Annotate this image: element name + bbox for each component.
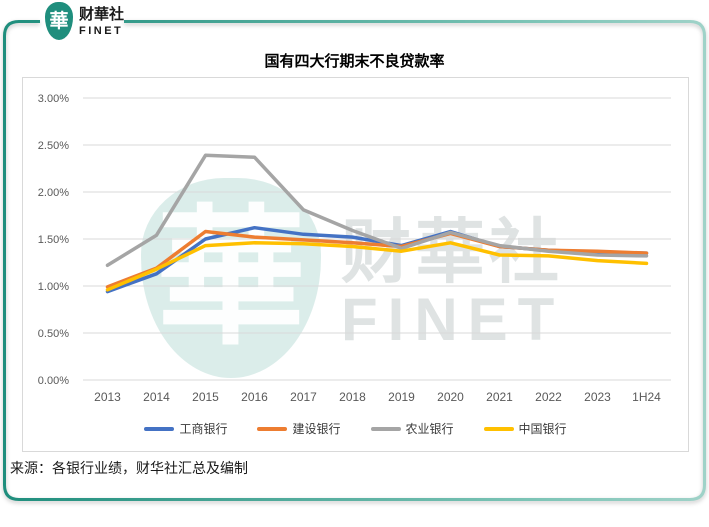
y-tick-label: 2.50% — [38, 140, 69, 152]
x-tick-label: 2019 — [388, 390, 415, 404]
y-tick-label: 1.50% — [38, 234, 69, 246]
x-tick-label: 2021 — [486, 390, 513, 404]
legend-item-0: 工商银行 — [144, 420, 227, 437]
brand-name-cn: 财華社 — [79, 6, 125, 23]
series-line-0 — [105, 225, 649, 294]
brand-logo: 華 财華社 FINET — [45, 2, 124, 40]
x-tick-label: 2017 — [290, 390, 317, 404]
line-plot: 3.00% 2.50% 2.00% 1.50% 1.00% 0.50% 0.00% 2013 2… — [38, 93, 671, 404]
series-line-3 — [105, 241, 649, 292]
y-tick-label: 3.00% — [38, 93, 69, 105]
brand-name-en: FINET — [79, 25, 124, 37]
y-tick-label: 0.00% — [38, 375, 69, 387]
legend-marker-icon — [257, 426, 288, 431]
legend-label: 农业银行 — [405, 422, 454, 436]
x-tick-label: 2015 — [192, 390, 219, 404]
source-note: 来源：各银行业绩，财华社汇总及编制 — [10, 460, 248, 476]
legend-marker-icon — [370, 426, 401, 431]
x-tick-label: 2022 — [535, 390, 562, 404]
series-line-2 — [105, 153, 649, 268]
legend-item-1: 建设银行 — [257, 420, 341, 437]
y-tick-label: 1.00% — [38, 281, 69, 293]
x-tick-label: 2023 — [584, 390, 611, 404]
legend-item-2: 农业银行 — [370, 420, 454, 437]
x-tick-label: 2016 — [241, 390, 268, 404]
legend-marker-icon — [483, 426, 514, 431]
x-tick-label: 2020 — [437, 390, 464, 404]
brand-names: 财華社 FINET — [79, 2, 124, 37]
y-tick-label: 2.00% — [38, 187, 69, 199]
legend-label: 建设银行 — [292, 422, 341, 436]
y-tick-label: 0.50% — [38, 328, 69, 340]
x-tick-label: 2018 — [339, 390, 366, 404]
chart-title: 国有四大行期末不良贷款率 — [264, 53, 445, 70]
legend-label: 工商银行 — [179, 422, 228, 436]
logo-character: 華 — [49, 10, 69, 32]
chart-area: 華 财華社 FINET 3.00% 2.50% 2.00% 1.50% 1.00% 0.5… — [22, 77, 689, 452]
finet-logo-icon: 華 — [45, 2, 73, 40]
chart-legend: 工商银行 建设银行 农业银行 中国银行 — [23, 420, 688, 437]
x-tick-label: 2013 — [94, 390, 121, 404]
x-tick-label: 1H24 — [632, 390, 661, 404]
x-tick-label: 2014 — [143, 390, 170, 404]
legend-item-3: 中国银行 — [483, 420, 567, 437]
legend-marker-icon — [144, 426, 175, 431]
legend-label: 中国银行 — [518, 422, 567, 436]
